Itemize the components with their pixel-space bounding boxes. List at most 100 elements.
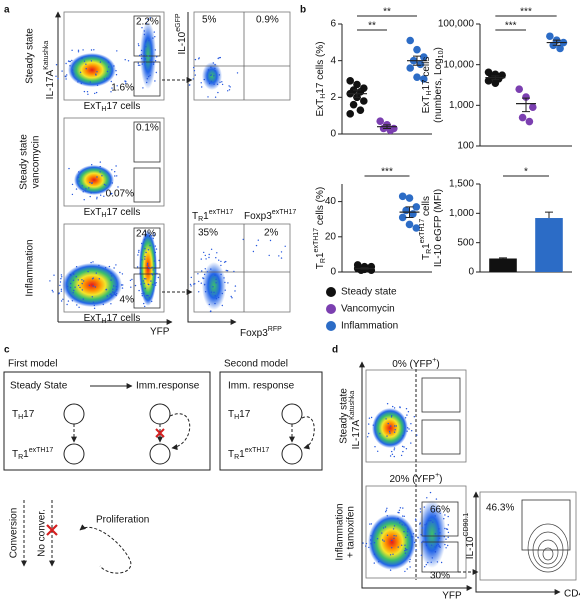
- event-dot: [395, 535, 397, 537]
- event-dot: [278, 255, 280, 257]
- event-dot: [75, 188, 78, 190]
- event-dot: [444, 514, 446, 516]
- event-dot: [73, 289, 75, 292]
- event-dot: [402, 450, 404, 453]
- event-dot: [75, 276, 78, 278]
- event-dot: [224, 281, 226, 284]
- event-dot: [154, 282, 156, 285]
- event-dot: [117, 186, 119, 188]
- event-dot: [221, 304, 223, 307]
- event-dot: [130, 286, 132, 288]
- event-dot: [125, 80, 127, 83]
- cell: [63, 403, 85, 425]
- cell: [281, 443, 303, 465]
- event-dot: [214, 63, 216, 66]
- superscript: exTH17: [313, 228, 320, 253]
- data-dot: [402, 206, 410, 215]
- text-part: ExT: [84, 101, 102, 112]
- event-dot: [389, 554, 392, 556]
- event-dot: [147, 249, 150, 251]
- event-dot: [141, 242, 143, 245]
- event-dot: [401, 445, 404, 448]
- gate: [133, 121, 161, 163]
- event-dot: [410, 423, 412, 425]
- data-dot: [386, 126, 395, 135]
- event-dot: [142, 87, 144, 89]
- cell-label: TR1exTH17: [228, 447, 269, 461]
- event-dot: [434, 546, 436, 548]
- event-dot: [146, 264, 149, 266]
- event-dot: [404, 524, 406, 526]
- event-dot: [434, 515, 436, 517]
- event-dot: [435, 498, 438, 500]
- event-dot: [138, 44, 140, 47]
- event-dot: [110, 91, 112, 93]
- event-dot: [146, 78, 148, 80]
- event-dot: [116, 288, 118, 291]
- event-dot: [77, 51, 80, 53]
- event-dot: [96, 196, 98, 198]
- event-dot: [393, 455, 395, 458]
- event-dot: [425, 564, 427, 566]
- event-dot: [212, 286, 214, 288]
- event-dot: [69, 286, 72, 289]
- event-dot: [106, 295, 108, 297]
- event-dot: [134, 284, 137, 287]
- event-dot: [402, 515, 404, 517]
- event-dot: [200, 258, 202, 260]
- event-dot: [96, 71, 98, 73]
- event-dot: [220, 273, 222, 276]
- event-dot: [61, 276, 63, 278]
- event-dot: [138, 289, 140, 292]
- event-dot: [152, 269, 154, 271]
- event-dot: [207, 96, 209, 98]
- event-dot: [113, 285, 115, 287]
- condition-label: Steady State: [10, 381, 68, 392]
- subscript: R: [198, 216, 203, 223]
- event-dot: [144, 278, 146, 280]
- event-dot: [194, 74, 196, 76]
- legend-label: Inflammation: [341, 321, 398, 332]
- event-dot: [145, 39, 147, 41]
- event-dot: [115, 70, 117, 72]
- event-dot: [403, 446, 405, 448]
- event-dot: [145, 251, 147, 254]
- event-dot: [447, 524, 449, 526]
- event-dot: [95, 73, 97, 75]
- subscript: R: [426, 249, 433, 254]
- event-dot: [82, 191, 84, 193]
- event-dot: [85, 188, 87, 190]
- data-dot: [546, 32, 554, 41]
- event-dot: [82, 298, 85, 300]
- event-dot: [90, 60, 93, 62]
- event-dot: [400, 454, 403, 457]
- event-dot: [390, 425, 392, 427]
- event-dot: [430, 561, 432, 563]
- event-dot: [114, 294, 117, 296]
- event-dot: [69, 273, 72, 276]
- panel-label: d: [332, 345, 338, 356]
- event-dot: [115, 74, 118, 76]
- event-dot: [370, 523, 373, 525]
- event-dot: [225, 269, 227, 272]
- event-dot: [445, 547, 447, 549]
- event-dot: [110, 293, 112, 295]
- proliferation-loop: [301, 416, 315, 450]
- event-dot: [49, 280, 51, 282]
- event-dot: [145, 234, 148, 236]
- y-tick-label: 4: [330, 55, 336, 66]
- row-label: + tamoxifen: [346, 506, 357, 558]
- event-dot: [193, 70, 196, 72]
- event-dot: [203, 251, 205, 254]
- event-dot: [216, 252, 218, 254]
- y-tick-label: 0: [468, 267, 474, 278]
- text-part: 17 cells: [106, 207, 140, 218]
- block-mark: [155, 428, 165, 438]
- text-part: 17 cells: [106, 101, 140, 112]
- x-axis-label: CD4: [564, 589, 580, 600]
- data-dot: [420, 75, 428, 83]
- event-dot: [402, 507, 404, 509]
- subscript: H: [101, 106, 106, 113]
- gate-label: 4%: [120, 295, 135, 306]
- condition-label: Imm.response: [136, 381, 200, 392]
